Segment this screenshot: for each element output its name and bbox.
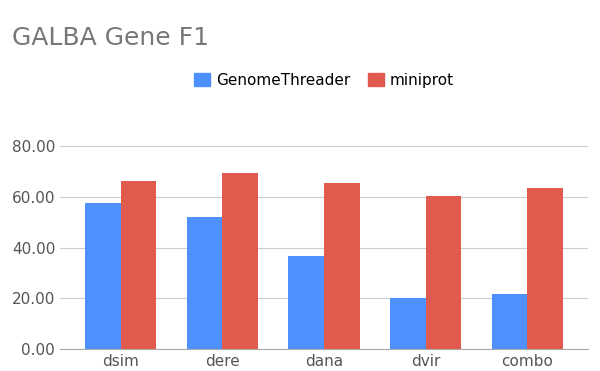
Bar: [491, 294, 527, 349]
Bar: [85, 203, 121, 349]
Bar: [289, 256, 324, 349]
Bar: [390, 298, 425, 349]
Text: GALBA Gene F1: GALBA Gene F1: [12, 26, 209, 50]
Bar: [425, 196, 461, 349]
Bar: [223, 173, 258, 349]
Bar: [527, 188, 563, 349]
Bar: [324, 183, 359, 349]
Legend: GenomeThreader, miniprot: GenomeThreader, miniprot: [188, 67, 460, 94]
Bar: [187, 217, 223, 349]
Bar: [121, 181, 157, 349]
